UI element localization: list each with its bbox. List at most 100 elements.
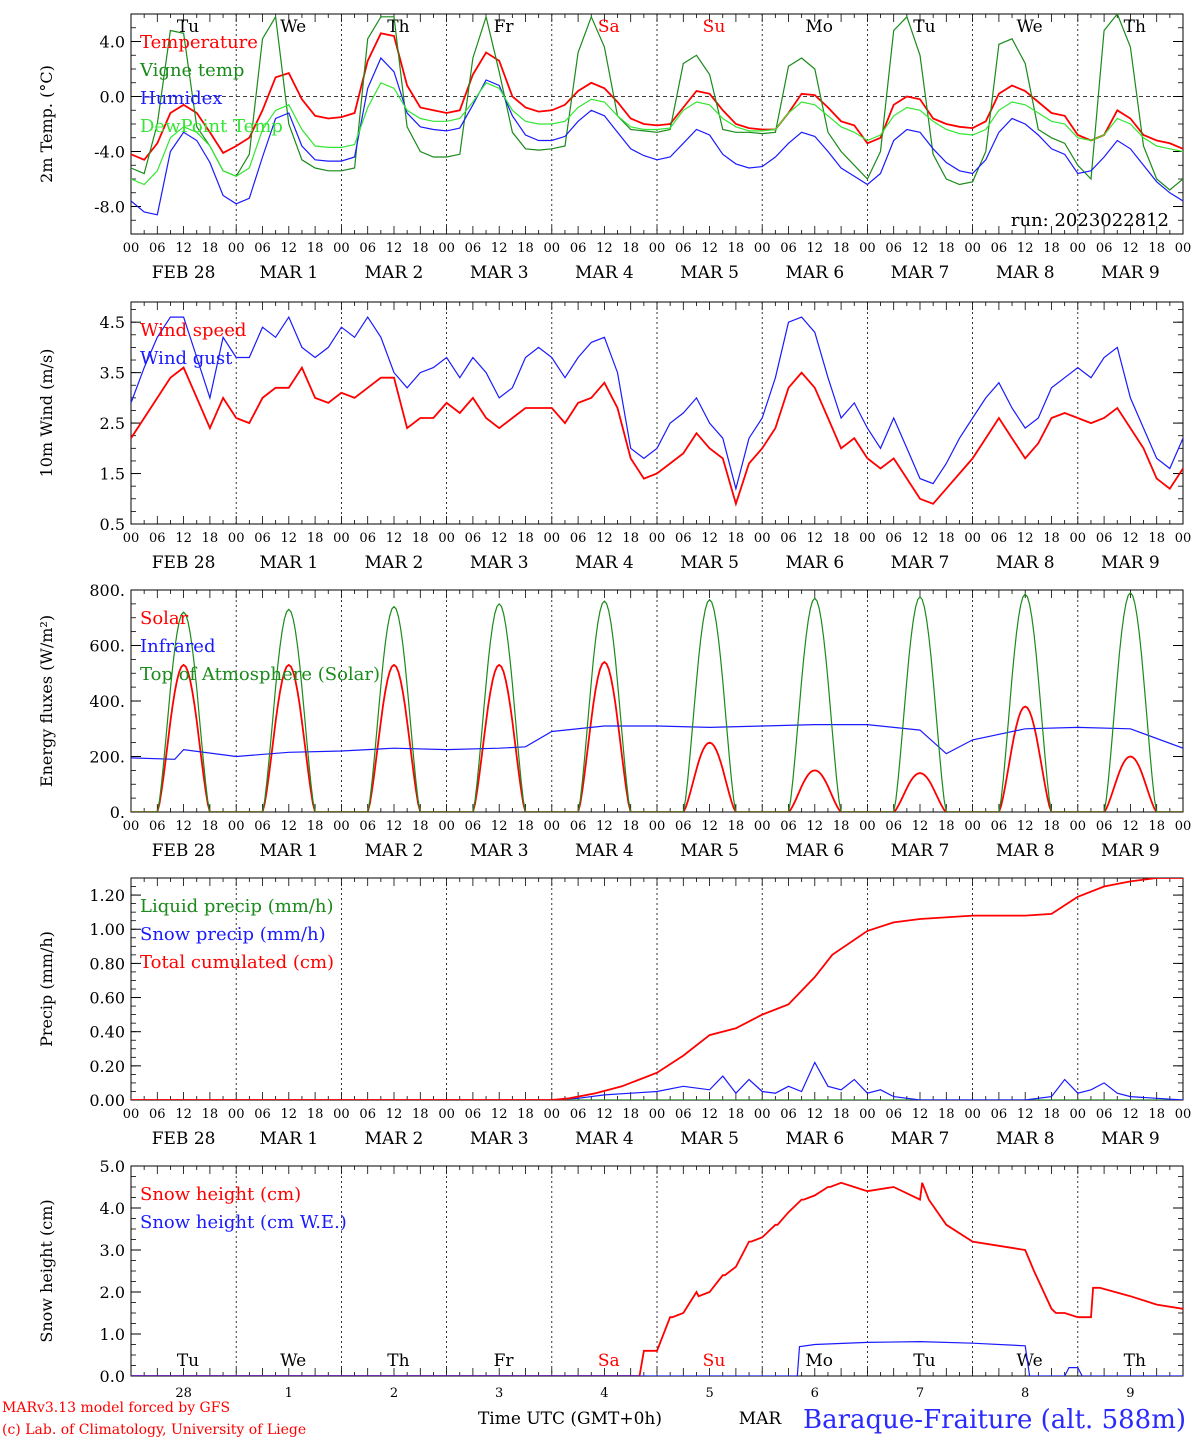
x-hour-label: 12 xyxy=(701,819,718,834)
weekday-label: Tu xyxy=(913,17,935,37)
x-hour-label: 00 xyxy=(123,819,140,834)
x-hour-label: 00 xyxy=(1070,531,1087,546)
x-hour-label: 18 xyxy=(1043,531,1060,546)
y-tick-label: 3.0 xyxy=(100,1241,125,1260)
x-hour-label: 06 xyxy=(885,241,902,256)
legend-entry: Infrared xyxy=(140,636,215,657)
x-hour-label: 06 xyxy=(1096,241,1113,256)
x-hour-label: 00 xyxy=(649,819,666,834)
series-line-3 xyxy=(131,56,1183,216)
x-hour-label: 00 xyxy=(964,1107,981,1122)
weekday-label: Sa xyxy=(598,1351,620,1371)
credit-line-2: (c) Lab. of Climatology, University of L… xyxy=(2,1422,306,1438)
x-hour-label: 00 xyxy=(1070,241,1087,256)
x-day-label: 8 xyxy=(1021,1386,1029,1401)
x-hour-label: 18 xyxy=(1148,531,1165,546)
series-line-4 xyxy=(131,82,1183,186)
x-date-label: MAR 3 xyxy=(470,1129,529,1149)
series-line-1 xyxy=(131,365,1183,507)
x-hour-label: 00 xyxy=(1175,1107,1192,1122)
x-hour-label: 06 xyxy=(675,531,692,546)
panels: 4.00.0-4.0-8.02m Temp. (°C)00 06 12 18 00 06 1… xyxy=(37,13,1192,1401)
x-hour-label: 12 xyxy=(386,819,403,834)
x-date-label: MAR 8 xyxy=(996,841,1055,861)
x-date-label: MAR 2 xyxy=(365,263,424,283)
x-hour-label: 00 xyxy=(123,531,140,546)
series-line-3 xyxy=(131,878,1183,1100)
x-date-label: MAR 9 xyxy=(1101,841,1160,861)
x-hour-label: 06 xyxy=(149,819,166,834)
x-hour-label: 00 xyxy=(544,819,561,834)
y-axis-label: Precip (mm/h) xyxy=(37,931,56,1047)
x-hour-label: 12 xyxy=(807,819,824,834)
x-date-label: MAR 6 xyxy=(785,263,844,283)
legend-entry: Total cumulated (cm) xyxy=(140,952,334,973)
legend-entry: Top of Atmosphere (Solar) xyxy=(140,664,380,685)
y-tick-label: 4.0 xyxy=(100,33,125,52)
series-line-2 xyxy=(131,315,1183,492)
series-line-3 xyxy=(131,591,1183,812)
y-axis-label: 2m Temp. (°C) xyxy=(37,65,56,183)
weekday-label: Sa xyxy=(598,17,620,37)
x-date-label: MAR 3 xyxy=(470,263,529,283)
x-hour-label: 06 xyxy=(675,241,692,256)
y-tick-label: 400. xyxy=(89,692,125,711)
series-line-2 xyxy=(131,14,1183,191)
x-hour-label: 18 xyxy=(938,1107,955,1122)
x-hour-label: 00 xyxy=(544,241,561,256)
y-tick-label: 1.5 xyxy=(100,465,125,484)
x-date-label: FEB 28 xyxy=(152,553,216,573)
series-group xyxy=(131,878,1183,1100)
weekday-label: Th xyxy=(1124,17,1146,37)
x-hour-label: 18 xyxy=(517,531,534,546)
x-hour-label: 06 xyxy=(149,531,166,546)
weekday-label: Mo xyxy=(805,17,833,37)
x-hour-label: 00 xyxy=(438,1107,455,1122)
x-day-label: 5 xyxy=(705,1386,713,1401)
x-date-label: FEB 28 xyxy=(152,263,216,283)
x-hour-label: 06 xyxy=(570,1107,587,1122)
legend-entry: Wind gust xyxy=(140,348,233,369)
x-hour-label: 00 xyxy=(649,531,666,546)
series-group xyxy=(131,14,1183,216)
x-hour-label: 06 xyxy=(149,1107,166,1122)
y-tick-label: 800. xyxy=(89,581,125,600)
x-hour-label: 12 xyxy=(1122,531,1139,546)
weekday-label: We xyxy=(280,17,306,37)
x-hour-label: 00 xyxy=(754,531,771,546)
x-hour-label: 00 xyxy=(544,531,561,546)
series-line-1 xyxy=(131,32,1183,161)
x-hour-label: 12 xyxy=(281,241,298,256)
panel-4: 0.00 0.20 0.40 0.60 0.80 1.00 1.20 Precip (mm/h… xyxy=(37,877,1192,1149)
x-hour-label: 12 xyxy=(912,1107,929,1122)
series-line-2 xyxy=(131,1340,1183,1376)
x-hour-label: 12 xyxy=(175,1107,192,1122)
x-hour-label: 12 xyxy=(1017,531,1034,546)
x-hour-label: 18 xyxy=(202,819,219,834)
x-hour-label: 06 xyxy=(149,241,166,256)
legend-entry: Temperature xyxy=(140,32,258,53)
x-hour-label: 00 xyxy=(228,241,245,256)
series-line-1 xyxy=(131,660,1183,812)
x-hour-label: 00 xyxy=(859,531,876,546)
x-hour-label: 00 xyxy=(754,1107,771,1122)
x-hour-label: 18 xyxy=(1043,241,1060,256)
legend-entry: Solar xyxy=(140,608,189,629)
x-date-label: FEB 28 xyxy=(152,1129,216,1149)
y-tick-label: 5.0 xyxy=(100,1157,125,1176)
x-date-label: MAR 2 xyxy=(365,553,424,573)
weekday-label: Mo xyxy=(805,1351,833,1371)
x-hour-label: 18 xyxy=(1043,1107,1060,1122)
legend-entry: Vigne temp xyxy=(139,60,244,81)
x-hour-label: 06 xyxy=(1096,1107,1113,1122)
x-hour-label: 18 xyxy=(728,531,745,546)
x-date-label: MAR 9 xyxy=(1101,1129,1160,1149)
x-hour-label: 12 xyxy=(1122,241,1139,256)
panel-3: 0. 200. 400. 600. 800. Energy fluxes (W/m²) 00… xyxy=(37,581,1191,861)
x-hour-label: 00 xyxy=(649,241,666,256)
y-tick-label: 0.20 xyxy=(89,1057,125,1076)
x-hour-label: 06 xyxy=(675,1107,692,1122)
x-date-label: MAR 6 xyxy=(785,553,844,573)
x-hour-label: 12 xyxy=(491,531,508,546)
x-hour-label: 12 xyxy=(281,531,298,546)
